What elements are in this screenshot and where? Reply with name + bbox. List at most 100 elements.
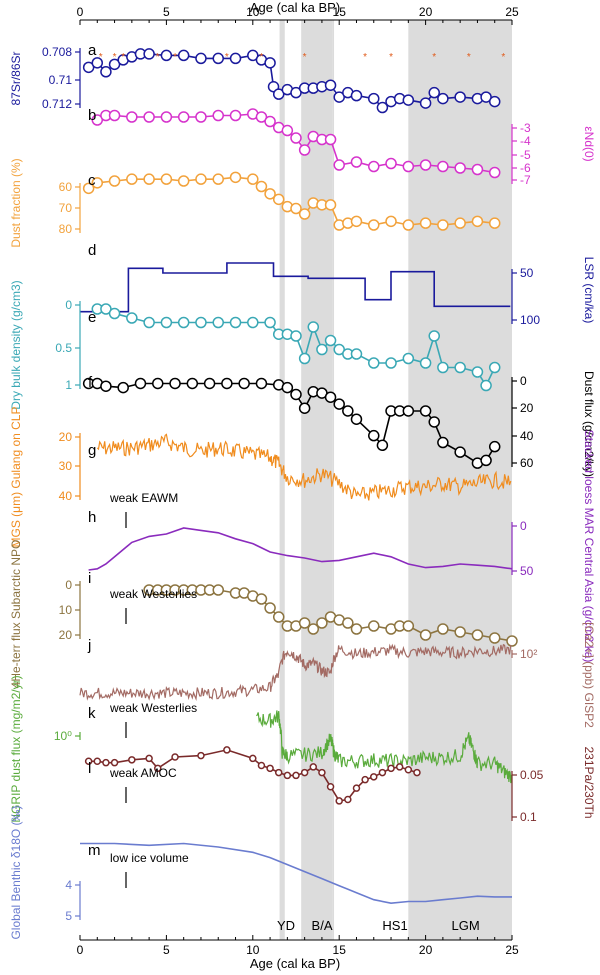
data-point-e — [454, 361, 466, 374]
data-point-c — [229, 171, 242, 184]
data-point-a — [229, 52, 242, 65]
panel-i: 0 10 20 4He-terr flux Subarctic NPO — [9, 540, 518, 689]
data-point-b — [143, 111, 155, 123]
data-point-l — [326, 783, 335, 791]
age-tiepoint-marker: * — [113, 52, 117, 63]
bottom-tick-label: 15 — [333, 943, 347, 957]
series-line-d — [80, 262, 511, 313]
series-line-g — [96, 433, 512, 501]
data-point-c — [471, 215, 484, 228]
data-point-b — [264, 115, 276, 128]
data-point-b — [160, 111, 173, 123]
data-point-f — [169, 377, 181, 390]
data-point-l — [283, 771, 292, 780]
data-point-i — [350, 623, 363, 635]
data-point-a — [402, 94, 415, 106]
y-axis-label-d: LSR (cm/ka) — [582, 257, 596, 324]
y-axis-label-g: MGS (μm) Gulang on CLP — [9, 407, 23, 548]
data-point-a — [143, 48, 155, 60]
data-point-i — [272, 611, 285, 623]
data-point-a — [324, 79, 337, 91]
y-axis-label-e: Dry bulk density (g/cm3) — [9, 280, 23, 409]
y-axis-label-i: 4He-terr flux Subarctic NPO — [9, 540, 23, 689]
data-point-e — [247, 316, 259, 329]
data-point-e — [488, 361, 501, 374]
data-point-a — [480, 91, 492, 103]
panel-letter-b: b — [88, 107, 96, 124]
data-point-e — [350, 348, 363, 360]
data-point-e — [316, 343, 328, 356]
data-point-i — [255, 593, 268, 605]
y-tick-label-m: 5 — [65, 909, 72, 923]
annotation-2: weak Westerlies — [109, 701, 197, 715]
data-point-a — [108, 58, 121, 71]
panel-letter-i: i — [88, 570, 91, 587]
data-point-b — [488, 166, 501, 179]
data-point-e — [177, 316, 190, 329]
y-tick-label-l: 0.05 — [520, 768, 544, 782]
data-point-l — [110, 758, 119, 767]
data-point-e — [480, 379, 492, 392]
data-point-c — [454, 217, 466, 229]
y-tick-label-j: 10² — [520, 647, 537, 661]
data-point-l — [352, 784, 361, 792]
y-tick-label-a: 0.708 — [42, 45, 72, 59]
data-point-l — [309, 763, 318, 771]
data-point-e — [212, 316, 224, 329]
data-point-a — [264, 57, 276, 69]
data-point-c — [290, 202, 302, 215]
data-point-l — [387, 764, 395, 773]
data-point-a — [247, 49, 259, 62]
data-point-e — [437, 361, 449, 374]
data-point-l — [361, 775, 369, 784]
y-axis-label-c: Dust fraction (%) — [9, 158, 23, 247]
data-point-b — [281, 124, 294, 137]
data-point-a — [177, 49, 190, 62]
top-tick-label: 20 — [419, 5, 433, 19]
data-point-e — [100, 303, 112, 315]
data-point-a — [82, 61, 95, 74]
data-point-e — [471, 366, 484, 378]
data-point-c — [91, 177, 104, 189]
data-point-f — [402, 405, 415, 417]
data-point-c — [402, 219, 415, 231]
data-point-i — [264, 602, 276, 614]
y-tick-label-e: 1 — [65, 378, 72, 392]
top-tick-label: 15 — [333, 5, 347, 19]
data-point-f — [100, 380, 112, 392]
data-point-c — [160, 173, 173, 185]
series-line-k — [256, 710, 512, 784]
data-point-b — [108, 109, 121, 122]
data-point-e — [195, 316, 207, 329]
panel-letter-m: m — [88, 842, 101, 859]
data-point-i — [454, 626, 466, 638]
age-tiepoint-marker: * — [99, 52, 103, 63]
y-tick-label-b: -3 — [520, 121, 531, 135]
panel-b: -3-4-5-6-7 εNd(0) — [91, 108, 596, 187]
panel-letter-d: d — [88, 242, 96, 259]
age-tiepoint-marker: * — [363, 52, 367, 63]
data-point-e — [143, 316, 155, 329]
annotation-1: weak Westerlies — [109, 587, 197, 601]
data-point-a — [437, 92, 449, 105]
data-point-a — [419, 97, 432, 109]
y-tick-label-i: 10 — [59, 603, 73, 617]
top-tick-label: 25 — [505, 5, 519, 19]
data-point-b — [195, 111, 207, 123]
data-point-e — [368, 357, 380, 369]
bottom-tick-label: 20 — [419, 943, 433, 957]
data-point-f — [281, 381, 294, 394]
data-point-i — [316, 617, 328, 629]
data-point-a — [91, 57, 104, 69]
panel-letter-a: a — [88, 42, 97, 59]
y-tick-label-f: 0 — [520, 374, 527, 388]
data-point-e — [160, 316, 173, 329]
series-line-m — [80, 842, 512, 905]
data-point-i — [437, 623, 449, 635]
data-point-c — [488, 217, 501, 229]
data-point-e — [307, 321, 320, 333]
y-tick-label-f: 60 — [520, 456, 534, 470]
data-point-f — [203, 377, 216, 390]
data-point-f — [342, 405, 354, 417]
